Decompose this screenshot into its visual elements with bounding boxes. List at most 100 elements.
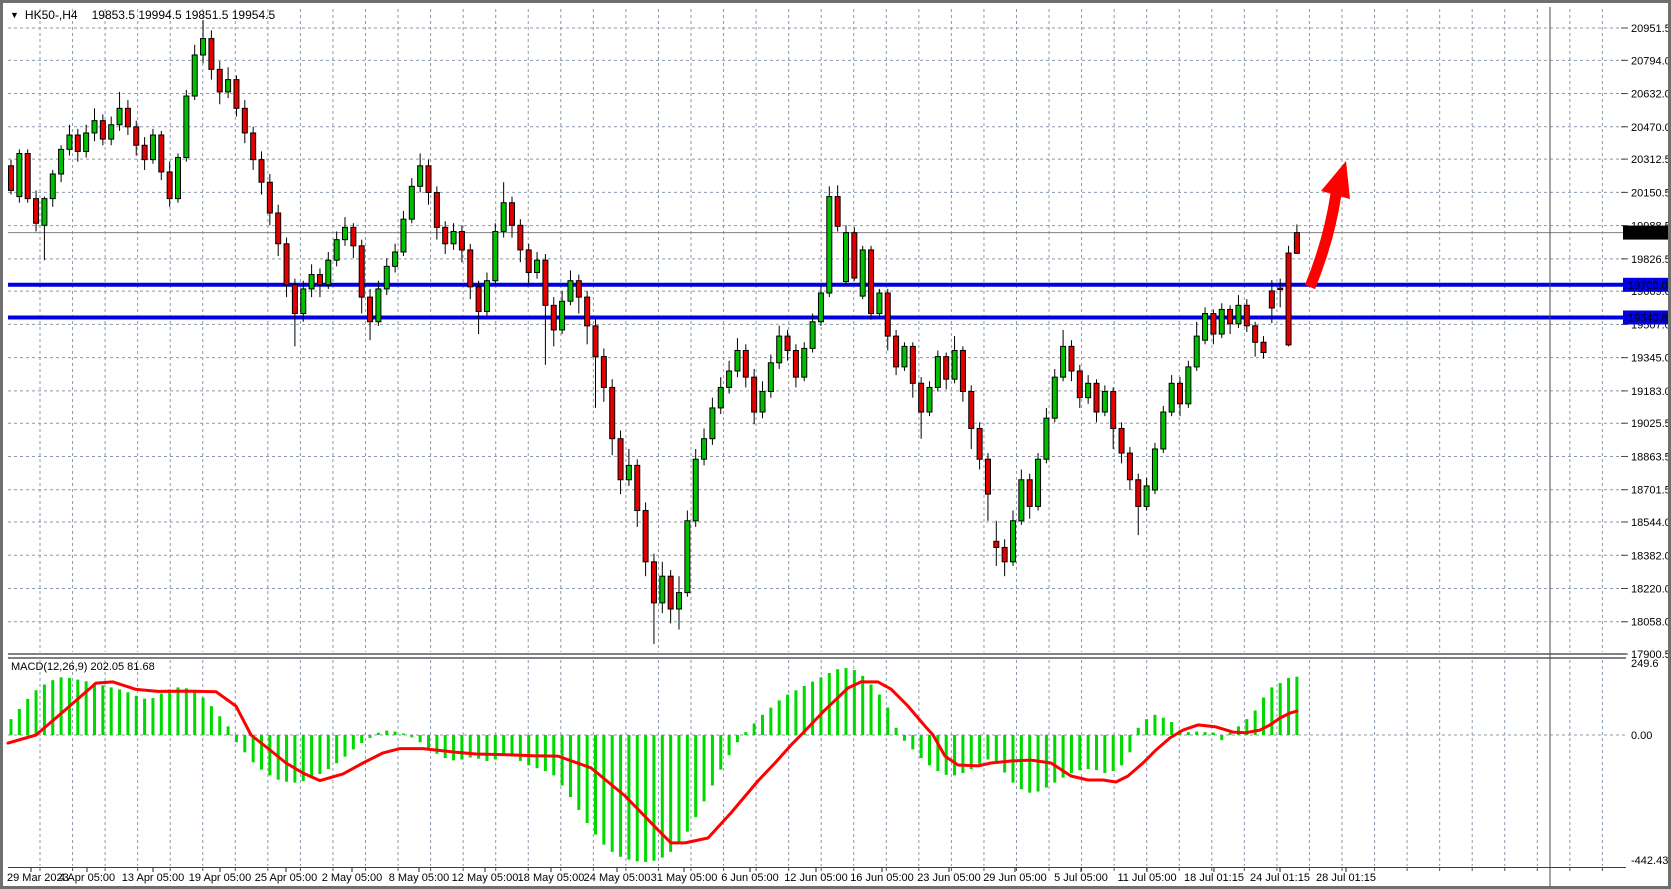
time-axis-label: 11 Jul 05:00 [1117,872,1176,884]
candle [283,243,290,286]
candle [709,407,716,440]
time-axis-label: 4 Apr 05:00 [59,872,115,884]
macd-histogram-bar [1120,735,1124,766]
macd-histogram-bar [1086,735,1090,770]
macd-histogram-bar [535,735,539,769]
price-badges: 19700.0 19540.8 19954.5 [1623,225,1668,325]
candle [1143,485,1150,507]
candle [1210,313,1217,335]
candle [24,152,31,200]
macd-histogram-bar [844,668,848,735]
macd-histogram-bar [193,691,197,735]
candle [1227,308,1234,325]
time-axis-label: 12 May 05:00 [452,872,519,884]
macd-histogram-bar [953,735,957,776]
macd-histogram-bar [1245,719,1249,735]
macd-histogram-bar [986,735,990,760]
candle [467,249,474,288]
macd-histogram-bar [452,735,456,761]
candle [200,38,207,56]
time-axis-label: 31 May 05:00 [651,872,718,884]
macd-histogram-bar [360,735,364,744]
candle [375,288,382,323]
candle [893,335,900,368]
candle [16,152,23,198]
macd-histogram-bar [226,726,230,735]
macd-histogram-bar [994,735,998,763]
trend-arrow-shaft[interactable] [1304,193,1342,290]
candle [1010,520,1016,563]
candle [1168,382,1175,413]
candle [542,259,549,306]
candle [625,464,632,481]
candle [350,226,357,247]
candle [275,212,282,245]
macd-histogram-bar [1011,735,1015,783]
price-axis-label: 18544.0 [1631,517,1671,529]
candle [342,226,348,241]
macd-histogram-bar [652,735,656,861]
macd-histogram-bar [93,683,96,735]
macd-histogram-bar [961,735,965,774]
macd-histogram-bar [285,735,289,782]
candle [776,335,783,364]
macd-histogram-bar [1270,687,1274,735]
macd-signal-line [6,680,1299,845]
macd-histogram-bar [1028,735,1032,793]
candle [1260,341,1267,354]
macd-histogram-bar [769,707,773,735]
macd-histogram-bar [928,735,931,766]
candle [1235,304,1242,325]
price-axis-label: 19183.0 [1631,386,1671,398]
candle [701,438,708,460]
candle [1026,479,1033,507]
time-axis-label: 25 Apr 05:00 [255,872,317,884]
price-chart[interactable]: 20951.5 20794.0 20632.0 20470.0 20312.5 20150… [3,3,1671,889]
trend-arrow[interactable] [1304,161,1350,290]
trend-arrow-head[interactable] [1321,161,1350,199]
candle [951,349,958,380]
macd-histogram-bar [218,716,222,735]
macd-histogram-bar [34,690,38,735]
price-axis-label: 18058.0 [1631,617,1671,629]
macd-histogram-bar [786,694,790,735]
time-axis-label: 16 Jun 05:00 [850,872,914,884]
candle [225,79,232,93]
candle [876,292,883,315]
candle [934,356,941,388]
symbol-dropdown-icon[interactable]: ▼ [10,10,19,20]
macd-histogram-bar [118,689,122,735]
candle [968,391,975,429]
macd-histogram-bar [1278,683,1282,735]
candle [33,198,40,224]
macd-histogram-bar [685,735,689,832]
macd-histogram-bar [1211,732,1215,735]
candle [99,120,106,140]
candle [442,226,449,245]
price-axis-label: 20150.5 [1631,187,1671,199]
candle [1268,290,1275,309]
macd-histogram-bar [435,735,439,754]
candle [984,458,991,495]
candle [792,349,799,378]
candle [1277,287,1284,291]
horizontal-level-lines[interactable] [8,282,1625,320]
candle [525,249,532,273]
candle [742,349,749,378]
macd-histogram-bar [368,735,372,738]
macd-histogram-bar [610,735,614,852]
candle [751,376,758,413]
candle [300,288,307,315]
macd-histogram-bar [1287,677,1291,735]
price-axis-label: 19345.0 [1631,353,1671,365]
macd-histogram-bar [794,690,798,735]
candle [250,132,257,161]
candle [801,347,808,378]
macd-histogram-bar [260,735,263,770]
macd-histogram-bar [902,735,906,741]
macd-histogram-bar [76,679,80,735]
candle [609,386,616,440]
candle [1243,304,1250,327]
candle [492,230,499,282]
